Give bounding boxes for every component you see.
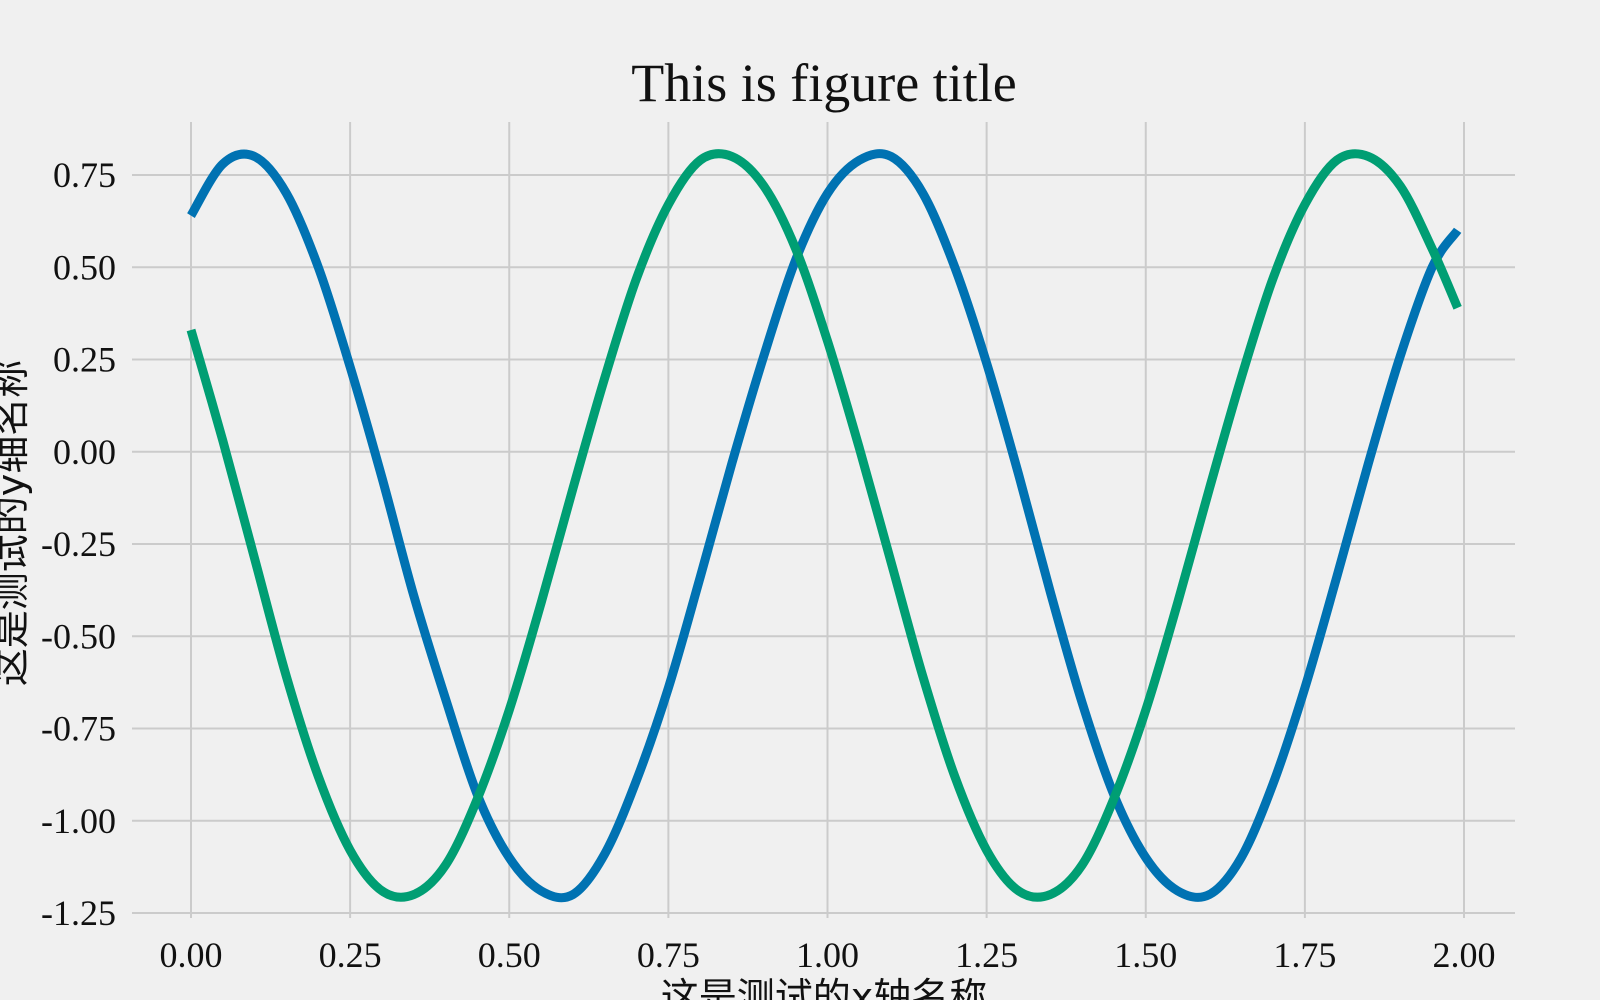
x-tick-label: 0.75 (637, 935, 700, 975)
y-tick-label: 0.50 (53, 247, 116, 287)
y-tick-label: -0.25 (41, 524, 116, 564)
x-tick-label: 1.25 (955, 935, 1018, 975)
y-axis-label: 这是测试的y轴名称 (0, 360, 33, 687)
y-tick-label: -1.00 (41, 801, 116, 841)
x-tick-label: 0.25 (319, 935, 382, 975)
series-line-2 (186, 149, 1462, 902)
y-tick-label: 0.25 (53, 340, 116, 380)
series-layer (186, 149, 1462, 903)
y-tick-label: 0.00 (53, 432, 116, 472)
x-tick-label: 1.00 (796, 935, 859, 975)
x-axis-label: 这是测试的x轴名称 (661, 975, 988, 1000)
y-tick-label: -0.50 (41, 616, 116, 656)
y-tick-label: 0.75 (53, 155, 116, 195)
y-tick-label: -1.25 (41, 893, 116, 933)
x-tick-label: 0.50 (478, 935, 541, 975)
tick-label-layer: 0.75 0.50 0.25 0.00 -0.25 -0.50 -0.75 -1.00 -1.2… (41, 155, 1496, 975)
chart-title: This is figure title (631, 53, 1016, 113)
x-tick-label: 0.00 (160, 935, 223, 975)
x-tick-label: 1.75 (1273, 935, 1336, 975)
series-line-1 (187, 149, 1462, 903)
grid-layer (132, 122, 1515, 918)
y-tick-label: -0.75 (41, 709, 116, 749)
x-tick-label: 1.50 (1114, 935, 1177, 975)
x-tick-label: 2.00 (1433, 935, 1496, 975)
